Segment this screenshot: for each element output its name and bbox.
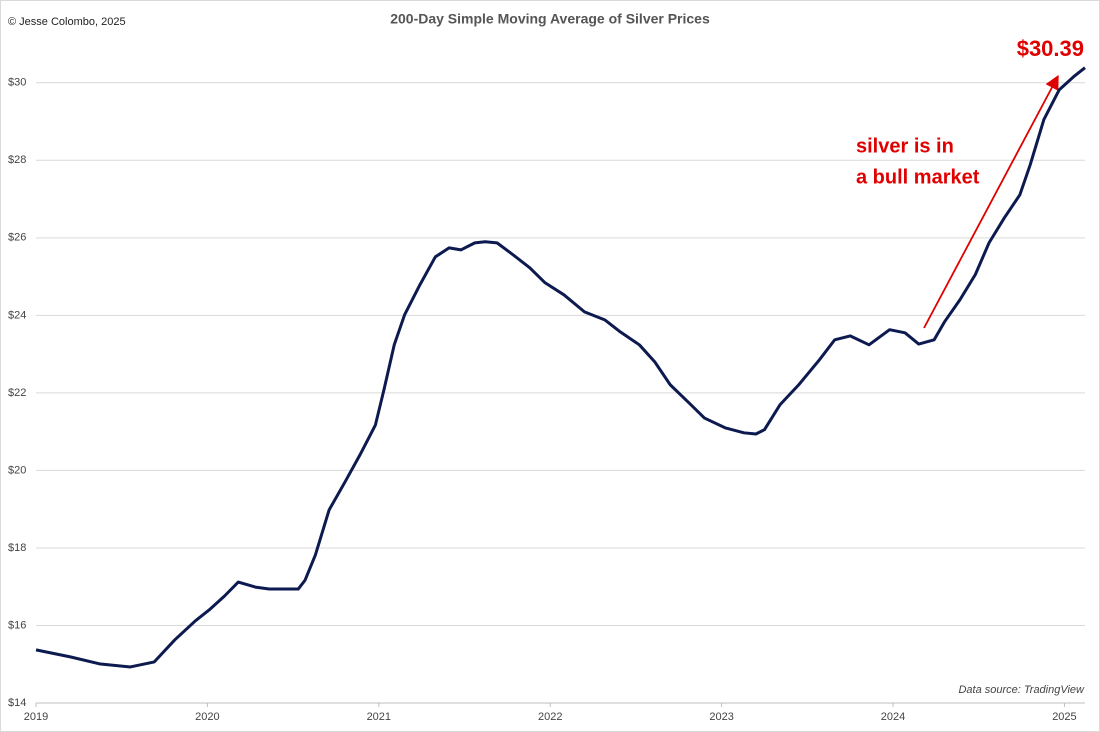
y-tick-label: $22	[8, 387, 26, 399]
y-tick-label: $28	[8, 154, 26, 166]
annotation: silver is in	[856, 135, 954, 157]
line-series	[35, 66, 1086, 669]
x-tick-label: 2022	[538, 711, 562, 723]
y-tick-label: $30	[8, 77, 26, 89]
y-tick-label: $26	[8, 232, 26, 244]
y-tick-label: $16	[8, 619, 26, 631]
x-tick-label: 2024	[881, 711, 905, 723]
y-tick-label: $24	[8, 309, 26, 321]
x-tick-label: 2023	[709, 711, 733, 723]
y-tick-label: $20	[8, 464, 26, 476]
source: Data source: TradingView	[958, 684, 1085, 696]
x-tick-label: 2019	[24, 711, 48, 723]
y-tick-label: $14	[8, 697, 26, 709]
x-tick-label: 2020	[195, 711, 219, 723]
y-tick-label: $18	[8, 542, 26, 554]
x-tick-label: 2021	[367, 711, 391, 723]
copyright: © Jesse Colombo, 2025	[8, 16, 126, 28]
x-tick-label: 2025	[1052, 711, 1076, 723]
value-annotation: $30.39	[1017, 36, 1084, 61]
annotation: a bull market	[856, 166, 980, 188]
chart-title: 200-Day Simple Moving Average of Silver …	[390, 11, 710, 27]
arrow	[923, 74, 1059, 329]
